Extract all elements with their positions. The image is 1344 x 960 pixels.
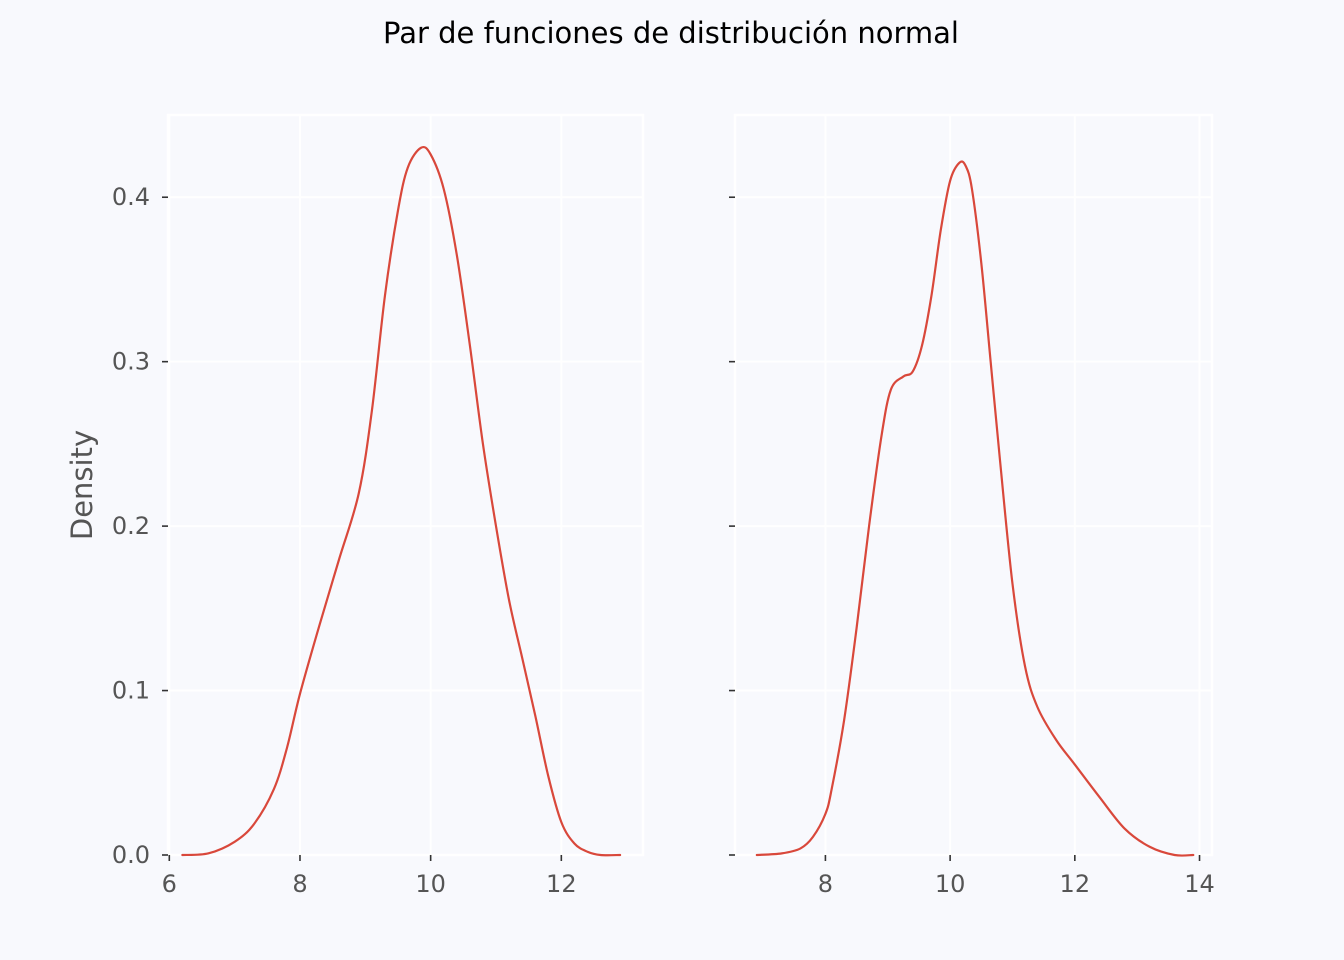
right-curve-point-6 — [843, 719, 845, 721]
left-curve-point-4 — [273, 788, 275, 790]
left-curve-point-19 — [482, 443, 484, 445]
left-curve-point-8 — [338, 558, 340, 560]
axes-right: 8 10 12 14 — [729, 113, 1215, 898]
left-curve-point-5 — [286, 747, 288, 749]
left-y-tick-label-4: 0.4 — [112, 183, 150, 211]
left-density-curve — [181, 145, 622, 857]
left-curve-point-28 — [600, 854, 602, 856]
left-curve-point-26 — [574, 843, 576, 845]
right-curve-point-3 — [812, 836, 814, 838]
left-curve-point-9 — [358, 492, 360, 494]
left-curve-point-14 — [420, 147, 422, 149]
right-curve-point-8 — [868, 525, 870, 527]
right-curve-point-30 — [1149, 846, 1151, 848]
left-curve-point-24 — [547, 775, 549, 777]
right-curve-point-2 — [800, 848, 802, 850]
left-curve-point-27 — [587, 851, 589, 853]
left-curve-point-23 — [534, 714, 536, 716]
left-curve-point-16 — [443, 188, 445, 190]
right-curve-point-10 — [890, 389, 892, 391]
right-curve-point-5 — [831, 788, 833, 790]
left-x-tick-label-3: 12 — [546, 870, 577, 898]
right-curve-point-13 — [921, 344, 923, 346]
left-curve-point-25 — [561, 821, 563, 823]
left-curve-point-20 — [495, 525, 497, 527]
right-curve-point-31 — [1174, 854, 1176, 856]
left-curve-point-18 — [469, 344, 471, 346]
left-axes-frame — [166, 113, 645, 857]
right-curve-point-9 — [881, 435, 883, 437]
left-curve-point-1 — [208, 853, 210, 855]
right-curve-point-17 — [959, 162, 961, 164]
right-curve-point-18 — [965, 165, 967, 167]
right-x-tick-label-1: 10 — [935, 870, 966, 898]
left-y-tick-label-0: 0.0 — [112, 841, 150, 869]
left-curve-point-10 — [371, 410, 373, 412]
right-curve-point-21 — [990, 361, 992, 363]
right-curve-point-25 — [1037, 706, 1039, 708]
figure-suptitle: Par de funciones de distribución normal — [383, 16, 959, 50]
left-curve-point-3 — [253, 823, 255, 825]
left-curve-point-17 — [456, 254, 458, 256]
right-curve-point-4 — [825, 813, 827, 815]
right-curve-point-14 — [931, 295, 933, 297]
right-curve-point-16 — [949, 180, 951, 182]
left-curve-point-2 — [234, 841, 236, 843]
left-curve-point-13 — [407, 167, 409, 169]
right-curve-point-0 — [756, 854, 758, 856]
left-plot-area — [168, 115, 643, 855]
right-curve-point-27 — [1074, 764, 1076, 766]
left-curve-point-0 — [182, 854, 184, 856]
right-curve-point-28 — [1099, 797, 1101, 799]
left-curve-point-29 — [619, 854, 621, 856]
right-axes-frame — [733, 113, 1214, 857]
left-y-tick-label-3: 0.3 — [112, 348, 150, 376]
right-curve-point-26 — [1055, 739, 1057, 741]
right-curve-point-29 — [1124, 828, 1126, 830]
right-curve-point-20 — [980, 262, 982, 264]
left-curve-point-22 — [521, 657, 523, 659]
left-curve-point-11 — [384, 295, 386, 297]
right-curve-point-19 — [971, 188, 973, 190]
left-x-tick-label-1: 8 — [292, 870, 307, 898]
axes-left: 6 8 10 12 0.0 0.1 0.2 0.3 0.4 Density — [65, 113, 645, 898]
right-curve-point-7 — [856, 627, 858, 629]
left-curve-point-12 — [397, 210, 399, 212]
left-curve-point-7 — [319, 624, 321, 626]
right-curve-point-1 — [781, 853, 783, 855]
right-curve-point-23 — [1012, 583, 1014, 585]
right-x-tick-label-0: 8 — [818, 870, 833, 898]
right-plot-area — [735, 115, 1212, 855]
right-curve-point-12 — [912, 371, 914, 373]
right-curve-point-32 — [1192, 854, 1194, 856]
left-curve-point-21 — [508, 599, 510, 601]
right-curve-point-24 — [1024, 665, 1026, 667]
right-x-tick-label-3: 14 — [1184, 870, 1215, 898]
right-x-tick-label-2: 12 — [1060, 870, 1091, 898]
left-y-tick-label-1: 0.1 — [112, 677, 150, 705]
left-x-tick-label-2: 10 — [415, 870, 446, 898]
left-curve-point-15 — [430, 154, 432, 156]
left-y-tick-label-2: 0.2 — [112, 512, 150, 540]
right-curve-point-22 — [999, 460, 1001, 462]
left-x-tick-label-0: 6 — [162, 870, 177, 898]
right-curve-point-11 — [903, 376, 905, 378]
right-curve-point-15 — [940, 229, 942, 231]
left-curve-point-6 — [299, 693, 301, 695]
right-density-curve — [755, 160, 1195, 857]
left-y-axis-label: Density — [65, 430, 99, 540]
